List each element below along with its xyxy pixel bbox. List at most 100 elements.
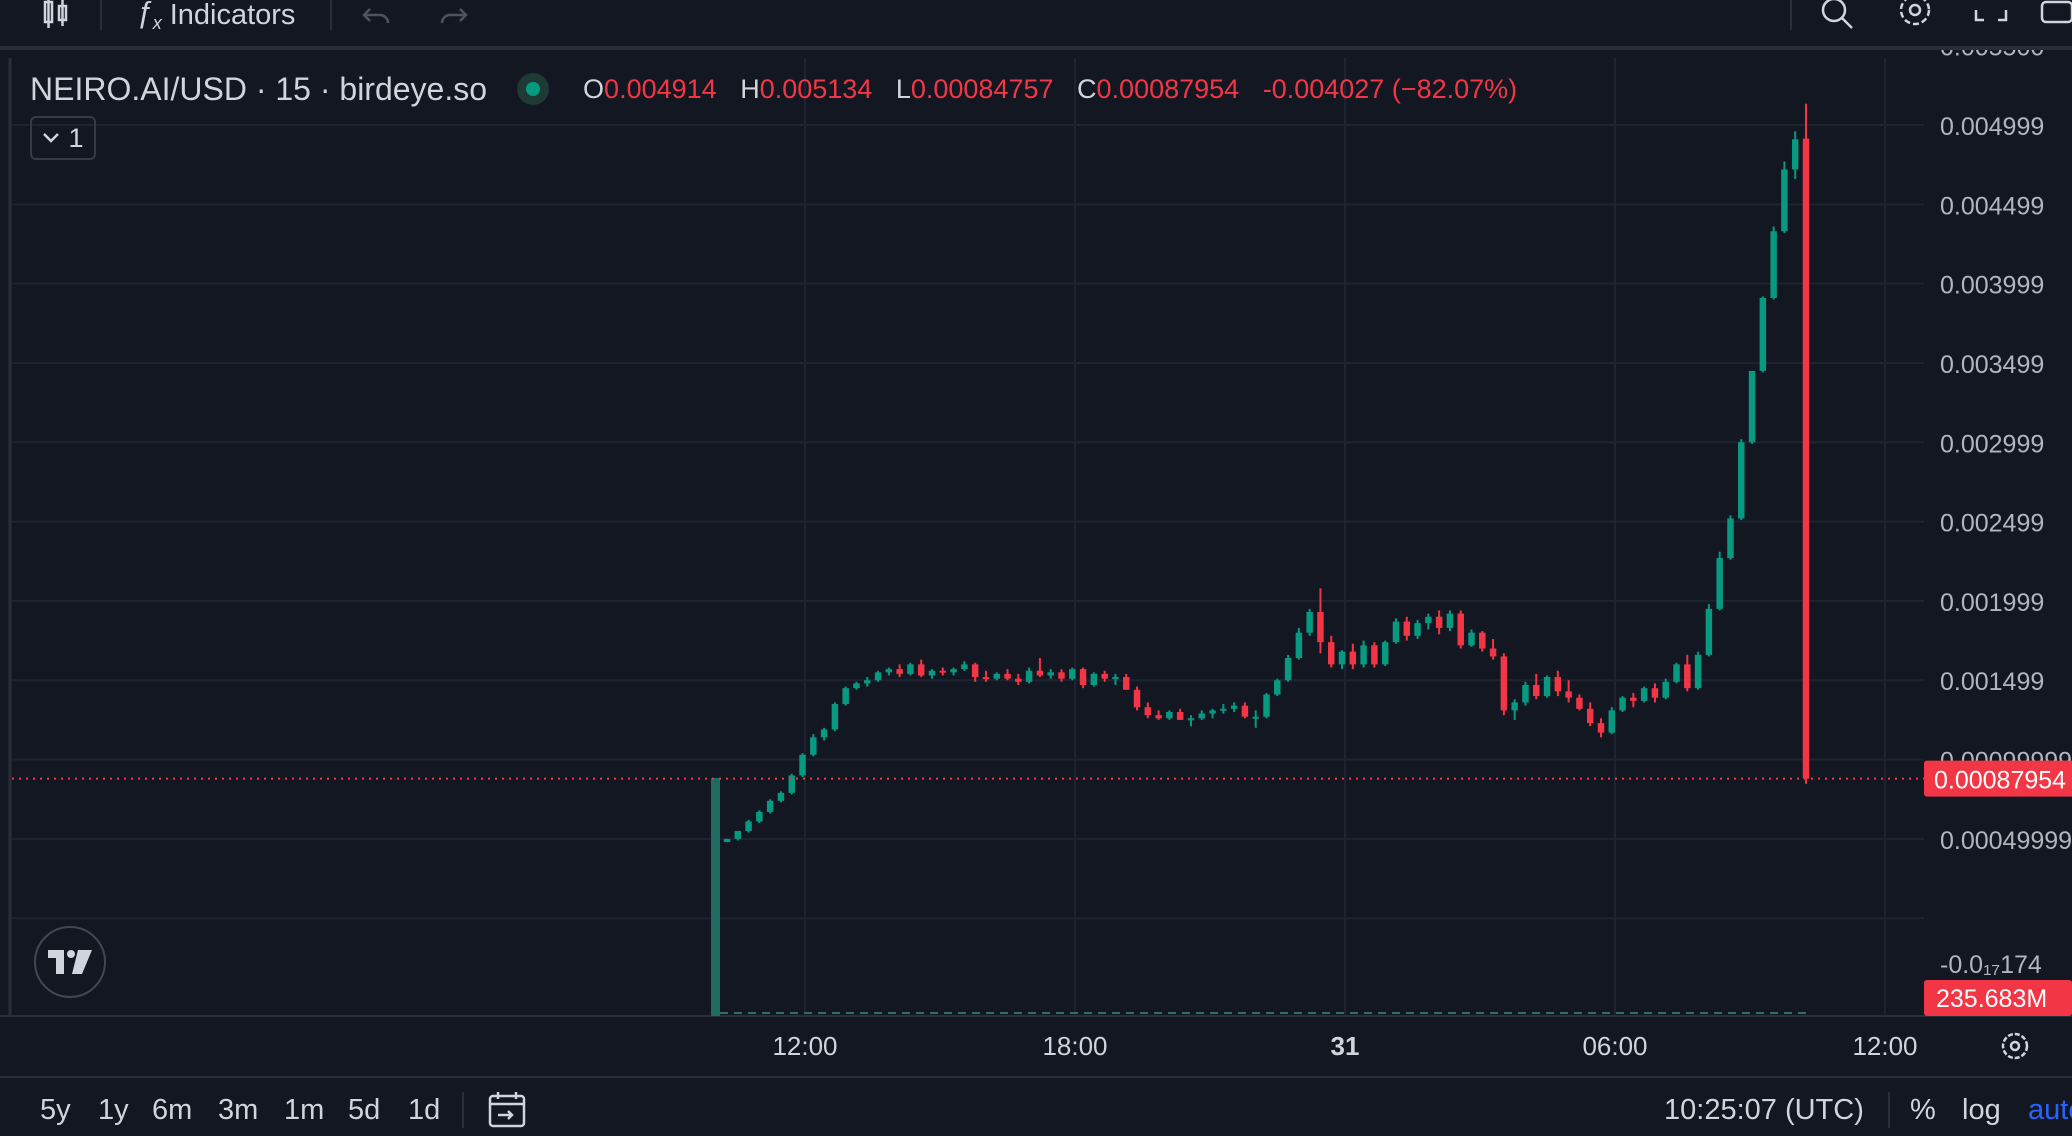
utc-clock[interactable]: 10:25:07 (UTC) (1664, 1094, 1864, 1126)
symbol-title[interactable]: NEIRO.AI/USD · 15 · birdeye.so (30, 70, 488, 107)
search-button[interactable] (1820, 0, 1856, 30)
range-1m-button[interactable]: 1m (284, 1094, 325, 1126)
candle (1489, 638, 1497, 660)
percent-scale-toggle[interactable]: % (1910, 1094, 1936, 1126)
candle-body (734, 830, 742, 839)
fullscreen-button[interactable] (1974, 0, 2008, 30)
price-axis-label: 0.00049999 (1940, 827, 2072, 855)
candle (1295, 627, 1303, 660)
candle (1079, 667, 1087, 689)
settings-button[interactable] (1896, 0, 1934, 30)
candle-body (1360, 645, 1367, 665)
candle (756, 810, 763, 824)
indicators-button[interactable]: ƒx Indicators (136, 0, 295, 33)
candle (1317, 588, 1324, 654)
candle-body (1565, 691, 1572, 698)
candle-body (961, 664, 968, 670)
candle (1414, 619, 1421, 639)
log-scale-toggle[interactable]: log (1962, 1094, 2001, 1126)
candle-body (1640, 688, 1648, 701)
close-label: C (1077, 73, 1097, 104)
legend-collapse-button[interactable]: 1 (30, 116, 96, 160)
range-5y-button[interactable]: 5y (40, 1094, 71, 1126)
last-price-badge (1924, 760, 2072, 797)
range-3m-button[interactable]: 3m (218, 1094, 259, 1126)
candle-body (950, 669, 957, 673)
candle-body (1770, 231, 1777, 298)
candle (1338, 650, 1346, 670)
chart-type-button[interactable] (40, 0, 72, 30)
open-value: 0.004914 (604, 73, 717, 104)
candle-body (1522, 684, 1529, 703)
candle-body (1079, 669, 1087, 685)
candle (1586, 702, 1594, 727)
candle-body (864, 680, 871, 684)
candle-body (1338, 651, 1346, 665)
snapshot-button[interactable] (2040, 0, 2072, 30)
candle (1349, 643, 1357, 670)
market-status-dot[interactable] (517, 73, 550, 105)
volume-badge (1924, 980, 2072, 1016)
tradingview-logo[interactable] (34, 926, 106, 998)
undo-button[interactable] (362, 0, 392, 30)
candle (1597, 718, 1605, 738)
candle (766, 799, 774, 814)
candle-body (896, 669, 903, 674)
candle-body (777, 792, 785, 801)
candle-body (1230, 705, 1238, 709)
redo-button[interactable] (438, 0, 468, 30)
range-5d-button[interactable]: 5d (348, 1094, 381, 1126)
auto-scale-toggle[interactable]: auto (2028, 1094, 2072, 1126)
axis-settings-icon[interactable] (2001, 1032, 2029, 1060)
candle (745, 819, 752, 833)
candle-body (1403, 621, 1411, 636)
candle (1716, 551, 1723, 611)
candle (1738, 439, 1745, 521)
candle (1230, 702, 1238, 712)
price-axis-label: 0.003499 (1940, 351, 2044, 379)
candle (1651, 683, 1659, 703)
chart-area[interactable]: 0.005500 0.004999 0.004499 0.003999 0.003499… (0, 34, 2072, 1076)
candle (950, 667, 957, 676)
candle (1090, 672, 1098, 687)
candle-body (1791, 139, 1799, 170)
price-chart[interactable]: 0.005500 0.004999 0.004499 0.003999 0.003499… (0, 34, 2072, 1076)
candle-body (1122, 677, 1130, 690)
price-axis[interactable]: 0.005500 0.004999 0.004499 0.003999 0.003499… (1924, 34, 2072, 1016)
change-value: -0.004027 (−82.07%) (1262, 73, 1518, 104)
candles-icon (43, 0, 68, 28)
candle-body (917, 664, 925, 676)
range-6m-button[interactable]: 6m (152, 1094, 193, 1126)
candle-body (1414, 623, 1421, 636)
candle (1705, 604, 1713, 657)
candle (1565, 680, 1572, 703)
fullscreen-icon (1974, 10, 2008, 22)
goto-date-button[interactable] (488, 1090, 528, 1133)
tradingview-logo-icon (48, 950, 92, 974)
price-axis-label: 0.004499 (1940, 192, 2044, 220)
candle (1435, 610, 1443, 635)
candles (723, 103, 1810, 843)
chart-legend: NEIRO.AI/USD · 15 · birdeye.so O0.004914… (30, 66, 1533, 112)
candle (1263, 692, 1270, 719)
bottom-divider (1888, 1092, 1890, 1128)
toolbar-divider (100, 0, 102, 30)
candle-body (1543, 677, 1551, 697)
candle-body (1673, 664, 1680, 682)
range-1y-button[interactable]: 1y (98, 1094, 129, 1126)
high-value: 0.005134 (759, 73, 873, 104)
candle-body (1425, 616, 1432, 624)
candle (1468, 629, 1475, 647)
candle (1781, 161, 1788, 233)
candle (1198, 710, 1205, 720)
candle (982, 670, 990, 682)
candle-body (885, 669, 893, 673)
time-axis[interactable]: 12:00 18:00 31 06:00 12:00 (772, 1031, 2029, 1061)
range-1d-button[interactable]: 1d (408, 1094, 441, 1126)
candle-body (971, 664, 979, 678)
volume-bar (711, 778, 720, 1016)
candle-body (1198, 713, 1205, 719)
candle (1155, 710, 1162, 720)
candle (1748, 370, 1756, 444)
candle (1727, 515, 1734, 560)
